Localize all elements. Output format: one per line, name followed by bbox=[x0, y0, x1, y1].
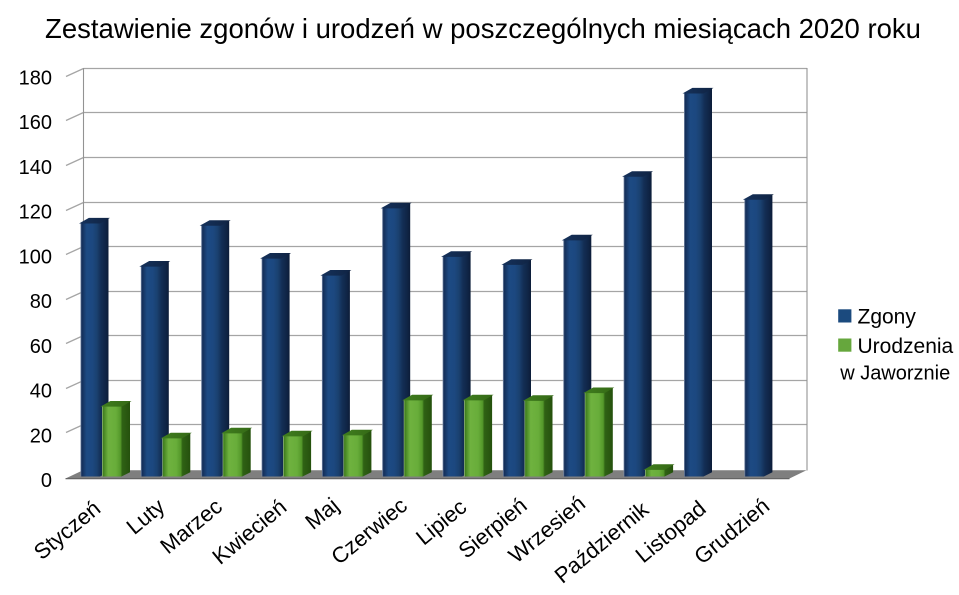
svg-text:Zestawienie zgonów i urodzeń w: Zestawienie zgonów i urodzeń w poszczegó… bbox=[45, 13, 921, 44]
svg-text:0: 0 bbox=[41, 470, 52, 492]
svg-text:80: 80 bbox=[30, 291, 52, 313]
svg-text:100: 100 bbox=[19, 246, 52, 268]
svg-text:40: 40 bbox=[30, 381, 52, 403]
svg-text:20: 20 bbox=[30, 425, 52, 447]
svg-text:w Jaworznie: w Jaworznie bbox=[839, 363, 950, 385]
svg-text:Urodzenia: Urodzenia bbox=[858, 335, 954, 358]
svg-text:60: 60 bbox=[30, 336, 52, 358]
svg-text:160: 160 bbox=[19, 112, 52, 134]
svg-text:120: 120 bbox=[19, 202, 52, 224]
svg-text:180: 180 bbox=[19, 67, 52, 89]
svg-text:Zgony: Zgony bbox=[858, 306, 917, 329]
svg-text:140: 140 bbox=[19, 157, 52, 179]
